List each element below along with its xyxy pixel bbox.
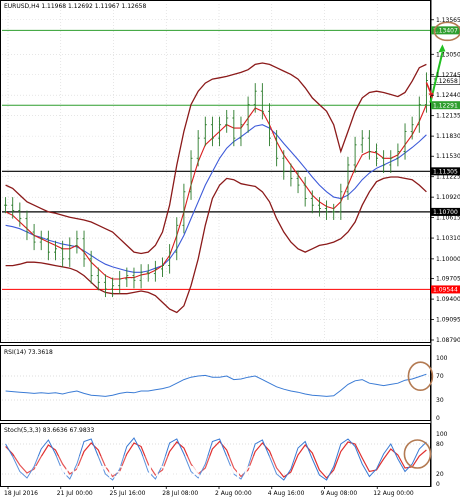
current-price-tag [430, 76, 460, 85]
x-ticks: 18 Jul 2016 21 Jul 00:00 25 Jul 16:00 28 Ju… [4, 486, 414, 497]
watermark: www.instaforex.com [34, 459, 257, 484]
red-arrow-head [428, 92, 434, 99]
y-tick-label: 1.09705 [436, 276, 460, 283]
rsi-panel-frame [0, 345, 431, 421]
stochastic-panel: 100 80 20 0 [2, 431, 448, 488]
rsi-panel: 100 70 30 0 [2, 355, 448, 422]
y-tick-label: 1.12745 [436, 72, 460, 79]
rsi-tick-label: 70 [436, 373, 444, 380]
level-label: 1.10700 [433, 209, 458, 216]
rsi-circle [407, 361, 434, 392]
x-tick-label: 18 Jul 2016 [4, 490, 38, 497]
y-tick-label: 1.13050 [436, 51, 460, 58]
level-tag [431, 167, 460, 176]
stoch-tick-label: 80 [436, 441, 444, 448]
main-title: EURUSD,H4 1.11968 1.12692 1.11967 1.1265… [4, 3, 146, 10]
stoch-circle [403, 439, 432, 469]
watermark-band [10, 456, 280, 484]
level-tag [431, 101, 460, 110]
rsi-title: RSI(14) 73.3618 [4, 349, 53, 356]
stoch-k-line [5, 437, 427, 481]
x-tick-label: 2 Aug 00:00 [215, 490, 252, 497]
green-arrow-head [438, 44, 446, 53]
current-price-label: 1.12658 [433, 78, 458, 85]
level-tag [431, 207, 460, 216]
y-tick-label: 1.10615 [436, 215, 460, 222]
stoch-tick-label: 20 [436, 471, 444, 478]
x-tick-label: 4 Aug 16:00 [268, 490, 305, 497]
red-arrow [425, 82, 433, 95]
y-tick-label: 1.11530 [436, 153, 460, 160]
y-tick-label: 1.11830 [436, 133, 460, 140]
x-tick-label: 12 Aug 00:00 [373, 490, 414, 497]
rsi-line [5, 373, 427, 397]
level-label: 1.12291 [433, 102, 458, 109]
level-tag [431, 26, 460, 35]
bollinger-lower-line [5, 176, 427, 314]
x-tick-label: 21 Jul 00:00 [57, 490, 93, 497]
y-tick-label: 1.12440 [436, 92, 460, 99]
level-tag [431, 285, 460, 294]
fast-ma-line [5, 104, 427, 280]
level-label: 1.11305 [433, 169, 458, 176]
main-y-ticks: 1.13565 1.13050 1.12745 1.12440 1.12135 1.118… [431, 17, 460, 344]
y-tick-label: 1.08790 [436, 337, 460, 344]
y-tick-label: 1.09400 [436, 296, 460, 303]
annotations [425, 21, 460, 103]
level-label: 1.09544 [433, 287, 458, 294]
y-tick-label: 1.13565 [436, 17, 460, 24]
stoch-tick-label: 0 [436, 481, 440, 488]
rsi-tick-label: 0 [436, 415, 440, 422]
rsi-tick-label: 100 [436, 355, 448, 362]
main-grid [2, 4, 430, 341]
x-tick-label: 9 Aug 08:00 [321, 490, 358, 497]
x-tick-label: 28 Jul 08:00 [162, 490, 198, 497]
stoch-d-line [5, 440, 427, 479]
horizontal-levels: 1.13407 1.12291 1.11305 1.10700 1.09544 1.126… [2, 26, 460, 294]
main-series [4, 62, 428, 314]
y-tick-label: 1.11225 [436, 174, 460, 181]
y-tick-label: 1.10310 [436, 235, 460, 242]
stoch-title: Stoch(5,3,3) 83.6636 67.9833 [4, 427, 95, 434]
level-label: 1.13407 [433, 28, 458, 35]
stoch-tick-label: 100 [436, 431, 448, 438]
y-tick-label: 1.10920 [436, 194, 460, 201]
bollinger-upper-line [5, 62, 427, 255]
y-tick-label: 1.09095 [436, 317, 460, 324]
slow-ma-line [5, 124, 427, 273]
x-tick-label: 25 Jul 16:00 [110, 490, 146, 497]
rsi-tick-label: 30 [436, 397, 444, 404]
target-circle [433, 21, 460, 42]
y-tick-label: 1.12135 [436, 113, 460, 120]
y-tick-label: 1.10000 [436, 256, 460, 263]
